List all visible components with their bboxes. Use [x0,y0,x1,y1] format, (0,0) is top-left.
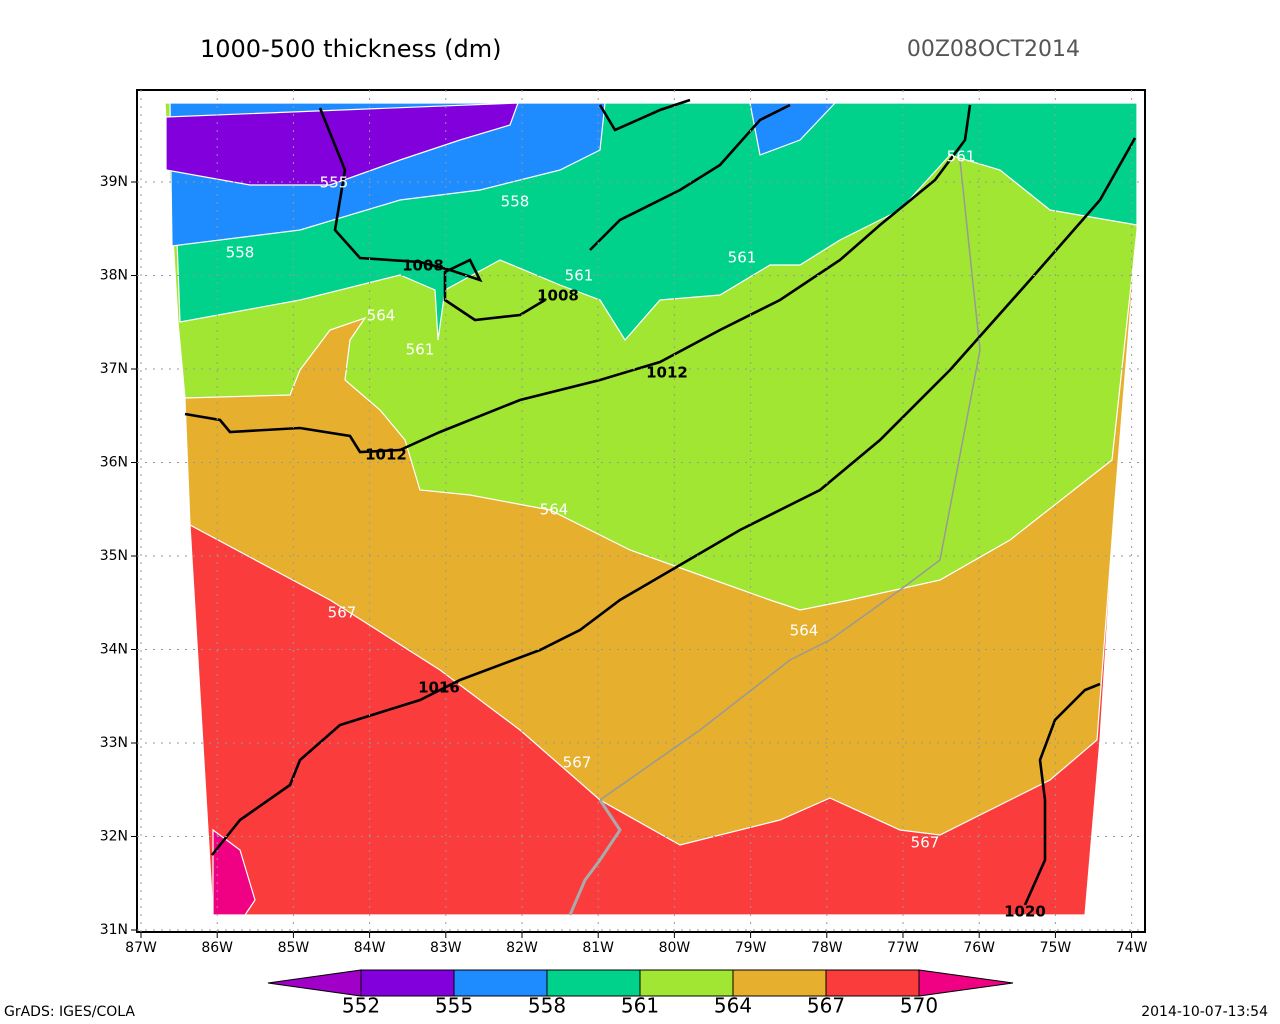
thickness-label: 558 [501,193,530,211]
region-555-558 [749,102,837,156]
colorbar-high [918,969,1014,997]
thickness-label: 564 [540,501,569,519]
title: 1000-500 thickness (dm) [200,35,502,63]
thickness-fill [164,102,1138,916]
lon-label: 76W [963,940,995,956]
lat-label: 35N [100,548,128,564]
thickness-label: 561 [565,267,594,285]
isobar [210,137,1137,856]
lat-label: 31N [100,922,128,938]
thickness-label: 561 [406,341,435,359]
lon-label: 75W [1040,940,1072,956]
coastline [568,799,622,916]
map-frame [136,89,1146,933]
lon-label: 82W [506,940,538,956]
lon-label: 74W [1116,940,1148,956]
colorbar-label: 561 [621,994,659,1018]
lon-label: 77W [887,940,919,956]
lat-label: 38N [100,268,128,284]
lon-label: 81W [582,940,614,956]
thickness-label: 567 [328,604,357,622]
isobars [184,98,1137,906]
thickness-label: 561 [728,249,757,267]
thickness-label: 567 [911,834,940,852]
thickness-label: 567 [563,754,592,772]
thickness-label: 558 [226,244,255,262]
region-552-555 [165,102,519,186]
colorbar-box [732,969,827,997]
colorbar-label: 567 [807,994,845,1018]
lon-label: 78W [811,940,843,956]
lat-label: 33N [100,735,128,751]
colorbar-label: 564 [714,994,752,1018]
region-above-570 [212,828,256,916]
lon-label: 80W [659,940,691,956]
coastline [599,159,981,801]
colorbar-box [453,969,548,997]
footer-right: 2014-10-07-13:54 [1141,1004,1268,1020]
lat-label: 36N [100,455,128,471]
thickness-label: 561 [947,148,976,166]
pressure-label: 1008 [402,257,444,275]
lat-label: 34N [100,642,128,658]
thickness-label: 564 [367,307,396,325]
colorbar-label: 570 [900,994,938,1018]
colorbar-label: 555 [435,994,473,1018]
lon-label: 85W [278,940,310,956]
pressure-label: 1016 [418,679,460,697]
lat-label: 32N [100,829,128,845]
pressure-label: 1020 [1004,903,1046,921]
lon-label: 83W [430,940,462,956]
lat-label: 37N [100,361,128,377]
colorbar-box [546,969,641,997]
colorbar-label: 558 [528,994,566,1018]
lat-label: 39N [100,174,128,190]
colorbar-label: 552 [342,994,380,1018]
colorbar-box [360,969,455,997]
valid-time: 00Z08OCT2014 [907,37,1080,62]
lon-label: 79W [735,940,767,956]
pressure-label: 1008 [537,287,579,305]
isobar [589,98,791,251]
lon-label: 86W [201,940,233,956]
isobar [184,104,972,454]
thickness-label: 555 [320,174,349,192]
pressure-label: 1012 [365,446,407,464]
colorbar-box [825,969,920,997]
lon-label: 84W [354,940,386,956]
footer-left: GrADS: IGES/COLA [4,1004,135,1020]
colorbar-box [639,969,734,997]
pressure-label: 1012 [646,364,688,382]
isobar [318,107,546,322]
isobar [1023,682,1101,906]
thickness-label: 564 [790,622,819,640]
lon-label: 87W [125,940,157,956]
